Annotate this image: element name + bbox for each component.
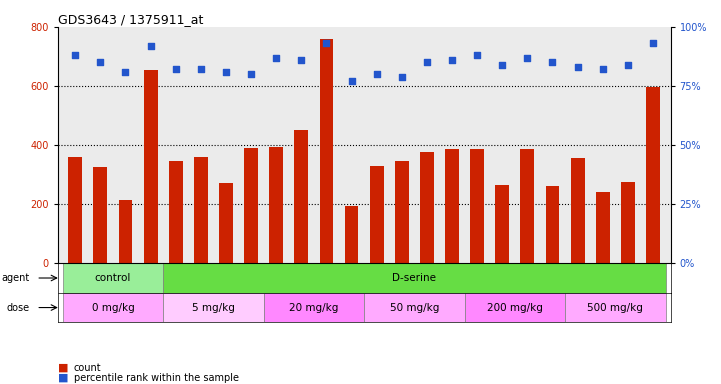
Point	[521, 55, 533, 61]
Bar	[163, 263, 665, 293]
Bar	[420, 152, 434, 263]
Bar	[63, 293, 163, 322]
Bar	[63, 263, 163, 293]
Point	[220, 69, 231, 75]
Point	[572, 64, 583, 70]
Text: 50 mg/kg: 50 mg/kg	[389, 303, 439, 313]
Bar	[621, 182, 634, 263]
Bar	[94, 167, 107, 263]
Text: 20 mg/kg: 20 mg/kg	[289, 303, 339, 313]
Bar	[470, 149, 484, 263]
Point	[396, 73, 407, 79]
Point	[421, 59, 433, 65]
Point	[296, 57, 307, 63]
Bar	[364, 293, 464, 322]
Bar	[571, 158, 585, 263]
Point	[446, 57, 458, 63]
Point	[245, 71, 257, 77]
Point	[69, 52, 81, 58]
Point	[145, 43, 156, 49]
Point	[597, 66, 609, 73]
Text: 5 mg/kg: 5 mg/kg	[192, 303, 235, 313]
Point	[497, 61, 508, 68]
Bar	[118, 200, 133, 263]
Bar	[269, 147, 283, 263]
Point	[472, 52, 483, 58]
Bar	[163, 293, 264, 322]
Text: D-serine: D-serine	[392, 273, 436, 283]
Point	[622, 61, 634, 68]
Point	[270, 55, 282, 61]
Bar	[596, 192, 610, 263]
Text: ■: ■	[58, 373, 68, 383]
Bar	[169, 161, 182, 263]
Text: 0 mg/kg: 0 mg/kg	[92, 303, 134, 313]
Point	[170, 66, 182, 73]
Bar	[495, 185, 509, 263]
Bar	[464, 293, 565, 322]
Text: GDS3643 / 1375911_at: GDS3643 / 1375911_at	[58, 13, 203, 26]
Bar	[319, 39, 333, 263]
Bar	[264, 293, 364, 322]
Bar	[565, 293, 665, 322]
Bar	[646, 88, 660, 263]
Text: percentile rank within the sample: percentile rank within the sample	[74, 373, 239, 383]
Bar	[345, 205, 358, 263]
Bar	[370, 166, 384, 263]
Bar	[445, 149, 459, 263]
Text: ■: ■	[58, 363, 68, 373]
Bar	[68, 157, 82, 263]
Bar	[546, 186, 559, 263]
Point	[321, 40, 332, 46]
Text: 200 mg/kg: 200 mg/kg	[487, 303, 543, 313]
Point	[346, 78, 358, 84]
Text: dose: dose	[7, 303, 30, 313]
Point	[547, 59, 558, 65]
Point	[195, 66, 207, 73]
Bar	[244, 148, 258, 263]
Bar	[194, 157, 208, 263]
Bar	[521, 149, 534, 263]
Point	[94, 59, 106, 65]
Bar	[143, 70, 157, 263]
Point	[647, 40, 659, 46]
Text: control: control	[94, 273, 131, 283]
Bar	[395, 161, 409, 263]
Text: 500 mg/kg: 500 mg/kg	[588, 303, 643, 313]
Point	[371, 71, 382, 77]
Bar	[219, 184, 233, 263]
Text: count: count	[74, 363, 101, 373]
Point	[120, 69, 131, 75]
Text: agent: agent	[2, 273, 30, 283]
Bar	[294, 130, 308, 263]
